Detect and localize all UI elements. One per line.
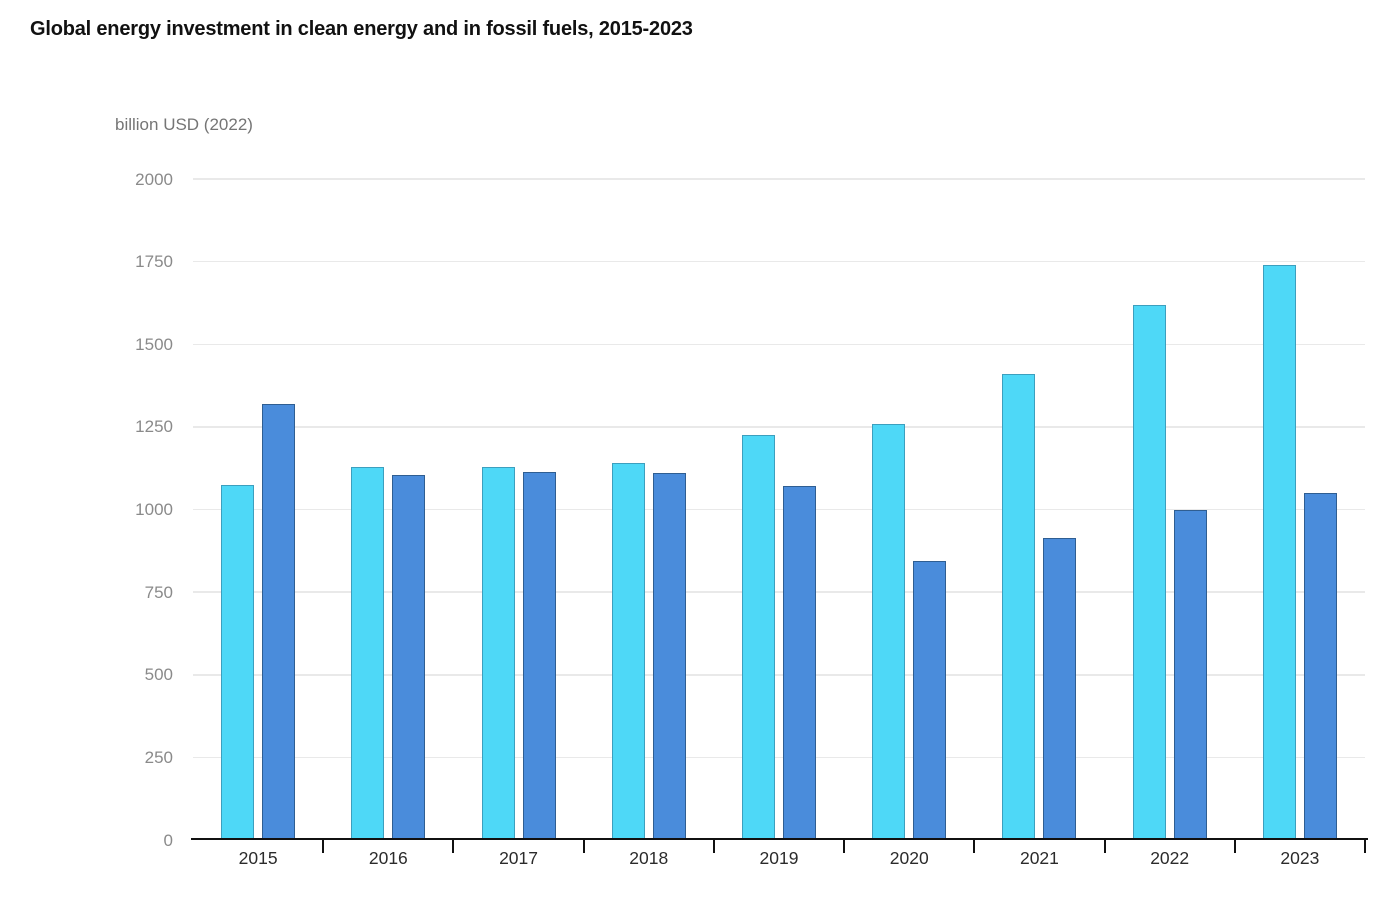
y-axis-unit-label: billion USD (2022) xyxy=(115,115,253,134)
x-tick-label-2020: 2020 xyxy=(889,848,929,868)
bar-fossil-fuels-2018 xyxy=(652,473,686,840)
bar-fossil-fuels-2022 xyxy=(1173,509,1207,840)
gridline-1000 xyxy=(193,508,1365,511)
x-tick-label-2016: 2016 xyxy=(368,848,408,868)
y-tick-label-2000: 2000 xyxy=(135,169,173,189)
gridline-1250 xyxy=(193,426,1365,428)
x-tick-label-2023: 2023 xyxy=(1280,848,1320,868)
bar-clean-energy-2022 xyxy=(1132,304,1166,840)
x-axis-tick-6 xyxy=(973,840,976,853)
plot-area: 0 250 500 750 1000 1250 1500 1750 2000 2015 2016 20… xyxy=(135,171,1368,868)
gridline-500 xyxy=(193,674,1365,676)
x-axis-tick-2 xyxy=(452,840,455,853)
chart-title: Global energy investment in clean energy… xyxy=(30,18,693,40)
x-tick-label-2015: 2015 xyxy=(238,848,278,868)
gridline-1750 xyxy=(193,260,1365,263)
bar-clean-energy-2015 xyxy=(221,484,255,840)
bar-fossil-fuels-2020 xyxy=(913,560,947,840)
x-axis-tick-1 xyxy=(322,840,325,853)
x-axis-tick-4 xyxy=(712,840,715,853)
y-tick-label-0: 0 xyxy=(163,830,173,850)
bar-clean-energy-2021 xyxy=(1002,374,1036,840)
x-axis-line xyxy=(191,838,1368,840)
bar-fossil-fuels-2023 xyxy=(1303,492,1337,840)
y-tick-label-1250: 1250 xyxy=(135,417,173,437)
bar-fossil-fuels-2015 xyxy=(262,403,296,840)
y-tick-label-1500: 1500 xyxy=(135,334,173,354)
gridline-2000 xyxy=(193,178,1365,180)
x-axis-tick-5 xyxy=(843,840,846,853)
bar-clean-energy-2018 xyxy=(611,463,645,840)
bar-clean-energy-2019 xyxy=(742,435,775,840)
y-tick-label-1000: 1000 xyxy=(135,500,173,519)
gridline-750 xyxy=(193,591,1365,593)
y-tick-label-1750: 1750 xyxy=(135,252,173,272)
x-tick-label-2017: 2017 xyxy=(499,848,539,868)
y-tick-label-750: 750 xyxy=(144,582,173,602)
y-tick-label-500: 500 xyxy=(144,665,173,685)
bar-fossil-fuels-2016 xyxy=(392,474,426,840)
x-tick-label-2019: 2019 xyxy=(759,848,799,868)
bar-clean-energy-2023 xyxy=(1262,264,1296,840)
x-axis-tick-8 xyxy=(1233,840,1236,853)
x-tick-label-2021: 2021 xyxy=(1019,848,1059,868)
x-axis-tick-3 xyxy=(582,840,585,853)
bar-clean-energy-2020 xyxy=(872,423,906,840)
bar-fossil-fuels-2019 xyxy=(783,486,816,840)
x-tick-label-2018: 2018 xyxy=(629,848,669,868)
gridline-250 xyxy=(193,756,1365,759)
x-tick-label-2022: 2022 xyxy=(1150,848,1190,868)
bar-clean-energy-2016 xyxy=(351,466,385,840)
gridline-1500 xyxy=(193,343,1365,345)
x-axis-tick-7 xyxy=(1103,840,1106,853)
bar-fossil-fuels-2021 xyxy=(1043,537,1077,840)
bar-clean-energy-2017 xyxy=(481,466,515,840)
y-tick-label-250: 250 xyxy=(144,747,173,767)
x-axis-tick-9 xyxy=(1364,840,1366,853)
bar-fossil-fuels-2017 xyxy=(522,471,556,840)
